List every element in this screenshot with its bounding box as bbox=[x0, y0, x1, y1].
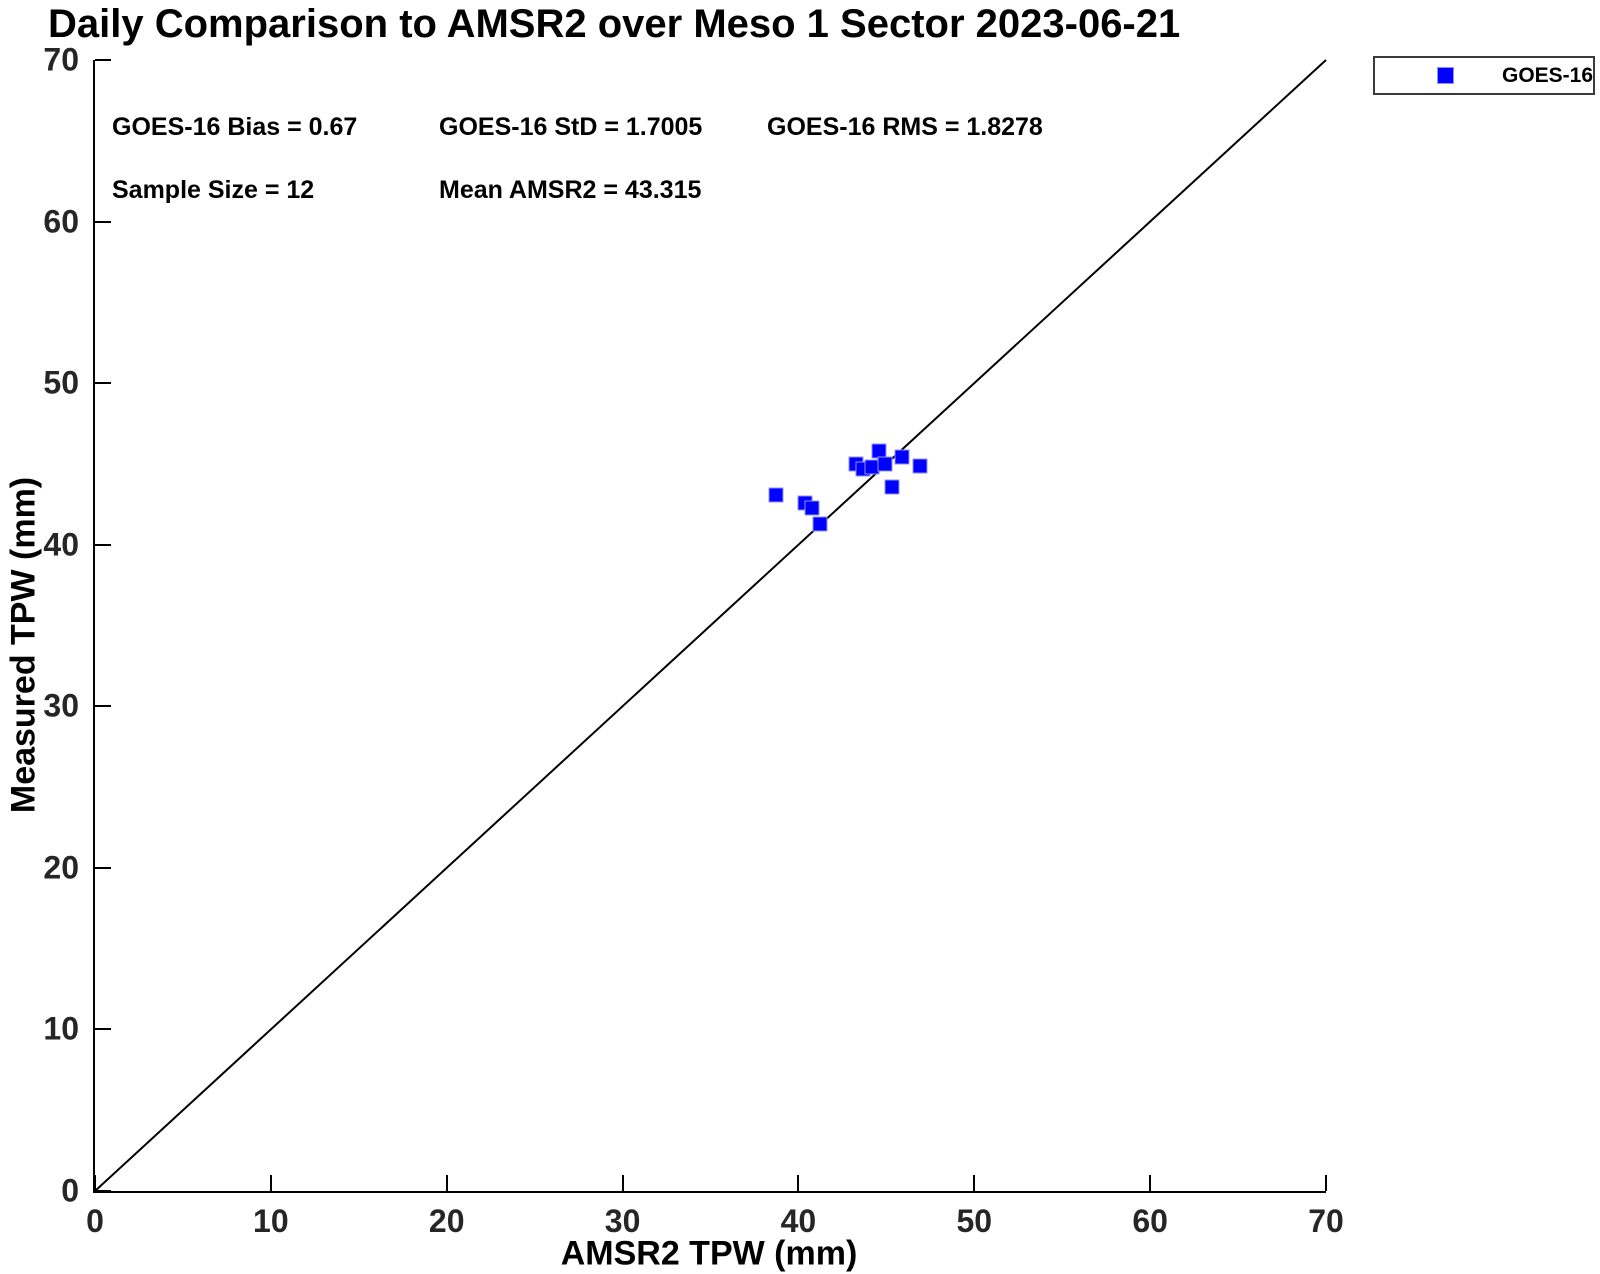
x-tick bbox=[445, 1175, 448, 1191]
identity-line bbox=[95, 60, 1326, 1191]
x-tick-label: 50 bbox=[956, 1203, 993, 1239]
y-tick-label: 0 bbox=[61, 1172, 79, 1209]
x-tick-label: 70 bbox=[1308, 1203, 1344, 1239]
stat-rms: GOES-16 RMS = 1.8278 bbox=[767, 113, 1043, 141]
y-tick-label: 20 bbox=[43, 849, 79, 886]
stat-mean-amsr2: Mean AMSR2 = 43.315 bbox=[439, 176, 702, 204]
x-tick bbox=[269, 1175, 272, 1191]
x-tick-label: 0 bbox=[86, 1203, 104, 1239]
chart-title: Daily Comparison to AMSR2 over Meso 1 Se… bbox=[48, 2, 1181, 46]
y-tick bbox=[95, 220, 111, 223]
x-tick bbox=[1149, 1175, 1152, 1191]
x-tick-label: 20 bbox=[428, 1203, 465, 1239]
scatter-point bbox=[877, 456, 893, 472]
y-tick-label: 60 bbox=[43, 203, 79, 240]
y-axis-label: Measured TPW (mm) bbox=[4, 476, 43, 814]
y-tick bbox=[95, 1190, 111, 1192]
y-tick-label: 70 bbox=[43, 41, 79, 78]
plot-area: 0 10 20 30 40 50 60 70 0 10 20 30 40 50 60 70 GOES-16 B… bbox=[43, 42, 1343, 1240]
y-tick-label: 30 bbox=[43, 687, 79, 724]
x-tick-label: 10 bbox=[253, 1203, 289, 1239]
legend-square-icon bbox=[1437, 67, 1454, 84]
y-tick bbox=[95, 59, 111, 61]
y-tick bbox=[95, 382, 111, 385]
x-tick bbox=[94, 1175, 96, 1191]
y-tick-label: 10 bbox=[43, 1010, 79, 1047]
x-tick bbox=[621, 1175, 624, 1191]
y-tick bbox=[95, 866, 111, 869]
y-tick bbox=[95, 543, 111, 546]
scatter-point bbox=[884, 479, 900, 495]
x-tick-label: 40 bbox=[780, 1203, 817, 1239]
x-tick bbox=[1325, 1175, 1327, 1191]
y-tick-label: 50 bbox=[43, 364, 79, 401]
y-tick bbox=[95, 705, 111, 708]
x-tick-label: 60 bbox=[1132, 1203, 1168, 1239]
stat-sample-size: Sample Size = 12 bbox=[112, 176, 315, 204]
scatter-point bbox=[894, 449, 910, 465]
identity-line-layer bbox=[95, 60, 1326, 1191]
scatter-point bbox=[912, 458, 928, 474]
x-tick bbox=[973, 1175, 976, 1191]
legend-label: GOES-16 bbox=[1502, 63, 1594, 87]
x-tick bbox=[797, 1175, 800, 1191]
scatter-point bbox=[768, 487, 784, 503]
x-tick-label: 30 bbox=[604, 1203, 641, 1239]
x-axis-label: AMSR2 TPW (mm) bbox=[560, 1234, 858, 1273]
y-tick bbox=[95, 1028, 111, 1031]
y-tick-label: 40 bbox=[43, 526, 79, 563]
scatter-point bbox=[812, 516, 828, 532]
legend: GOES-16 bbox=[1373, 56, 1595, 95]
stat-std: GOES-16 StD = 1.7005 bbox=[439, 113, 703, 141]
scatter-point bbox=[804, 500, 820, 516]
stat-bias: GOES-16 Bias = 0.67 bbox=[112, 113, 358, 141]
